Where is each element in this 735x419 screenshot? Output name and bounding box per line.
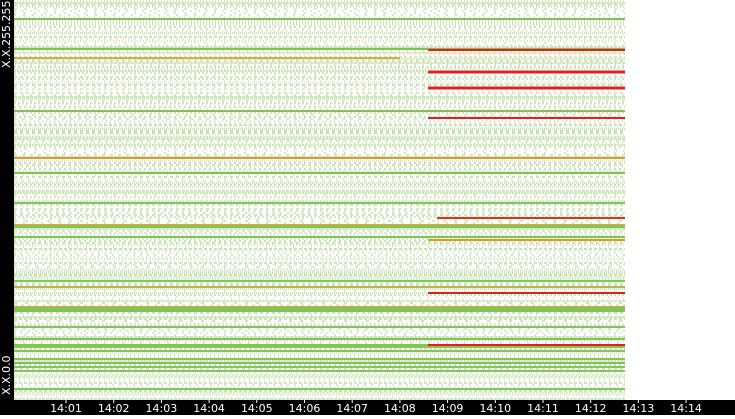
alert-lines [14, 49, 625, 346]
traffic-rows [14, 0, 625, 400]
y-bottom-label: X.X.0.0 [0, 355, 13, 395]
x-tick-label: 14:10 [479, 402, 511, 415]
bottom-bar [0, 400, 735, 415]
x-tick-label: 14:09 [432, 402, 464, 415]
x-tick-label: 14:06 [289, 402, 321, 415]
x-tick-label: 14:14 [670, 402, 702, 415]
x-tick-label: 14:13 [623, 402, 655, 415]
x-tick-label: 14:12 [575, 402, 607, 415]
x-tick-label: 14:08 [384, 402, 416, 415]
y-top-label: X.X.255.255 [0, 0, 13, 68]
x-tick-label: 14:01 [50, 402, 82, 415]
x-tick-label: 14:07 [336, 402, 368, 415]
x-tick-label: 14:04 [193, 402, 225, 415]
x-tick-label: 14:05 [241, 402, 273, 415]
x-tick-label: 14:03 [146, 402, 178, 415]
left-bar [0, 0, 14, 415]
x-axis: 14:01 14:02 14:03 14:04 14:05 14:06 14:07 14:08… [50, 400, 702, 415]
x-tick-label: 14:11 [527, 402, 559, 415]
x-tick-label: 14:02 [98, 402, 130, 415]
